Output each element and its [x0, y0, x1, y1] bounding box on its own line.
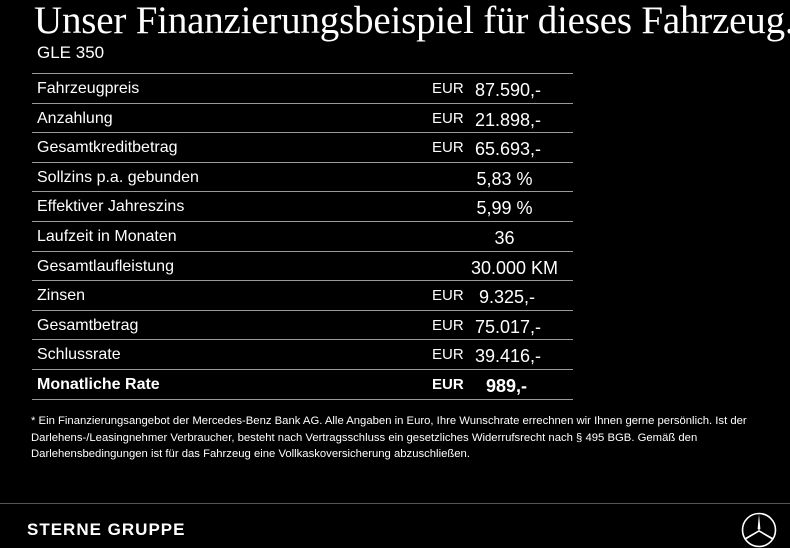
table-row: Anzahlung EUR 21.898,-	[32, 104, 573, 134]
row-label: Anzahlung	[37, 109, 113, 127]
row-label: Laufzeit in Monaten	[37, 227, 177, 245]
row-currency: EUR	[432, 346, 464, 364]
row-label: Fahrzeugpreis	[37, 80, 140, 97]
row-value: 75.017,-	[475, 316, 542, 337]
table-row: Gesamtkreditbetrag EUR 65.693,-	[32, 133, 573, 163]
table-row: Fahrzeugpreis EUR 87.590,-	[32, 74, 573, 104]
table-row-monthly-rate: Monatliche Rate EUR 989,-	[32, 370, 573, 400]
table-row: Schlussrate EUR 39.416,-	[32, 340, 573, 370]
row-label: Gesamtlaufleistung	[37, 257, 174, 275]
row-value: 30.000 KM	[470, 257, 559, 278]
row-value: 36	[494, 227, 515, 248]
table-row: Gesamtbetrag EUR 75.017,-	[32, 311, 573, 341]
financing-table: Fahrzeugpreis EUR 87.590,- Anzahlung EUR…	[32, 73, 573, 400]
row-label: Schlussrate	[37, 346, 121, 364]
table-row: Effektiver Jahreszins 5,99 %	[32, 192, 573, 222]
row-currency: EUR	[432, 287, 464, 305]
row-value: 87.590,-	[475, 80, 542, 100]
brand-logo-text: STERNE GRUPPE	[27, 520, 186, 539]
mercedes-star-icon	[741, 512, 777, 548]
page-title: Unser Finanzierungsbeispiel für dieses F…	[34, 0, 790, 42]
footer-divider	[0, 503, 790, 504]
row-label: Gesamtbetrag	[37, 316, 139, 334]
row-currency: EUR	[432, 109, 464, 127]
row-currency: EUR	[432, 139, 464, 157]
table-row: Laufzeit in Monaten 36	[32, 222, 573, 252]
row-value: 989,-	[486, 375, 528, 396]
row-value: 5,83 %	[476, 168, 533, 189]
row-label: Sollzins p.a. gebunden	[37, 168, 199, 186]
row-value: 39.416,-	[475, 346, 542, 367]
row-value: 9.325,-	[479, 287, 536, 308]
row-label: Gesamtkreditbetrag	[37, 139, 178, 157]
row-value: 65.693,-	[475, 139, 542, 160]
row-label: Zinsen	[37, 287, 86, 305]
table-row: Gesamtlaufleistung 30.000 KM	[32, 252, 573, 282]
table-row: Zinsen EUR 9.325,-	[32, 281, 573, 311]
row-currency: EUR	[432, 375, 464, 393]
table-row: Sollzins p.a. gebunden 5,83 %	[32, 163, 573, 193]
row-currency: EUR	[432, 80, 464, 97]
vehicle-model: GLE 350	[37, 43, 105, 62]
row-label: Effektiver Jahreszins	[37, 198, 185, 216]
row-currency: EUR	[432, 316, 464, 334]
row-value: 21.898,-	[475, 109, 542, 130]
footnote: * Ein Finanzierungsangebot der Mercedes-…	[31, 415, 747, 460]
row-label: Monatliche Rate	[37, 375, 160, 393]
row-value: 5,99 %	[476, 198, 533, 219]
